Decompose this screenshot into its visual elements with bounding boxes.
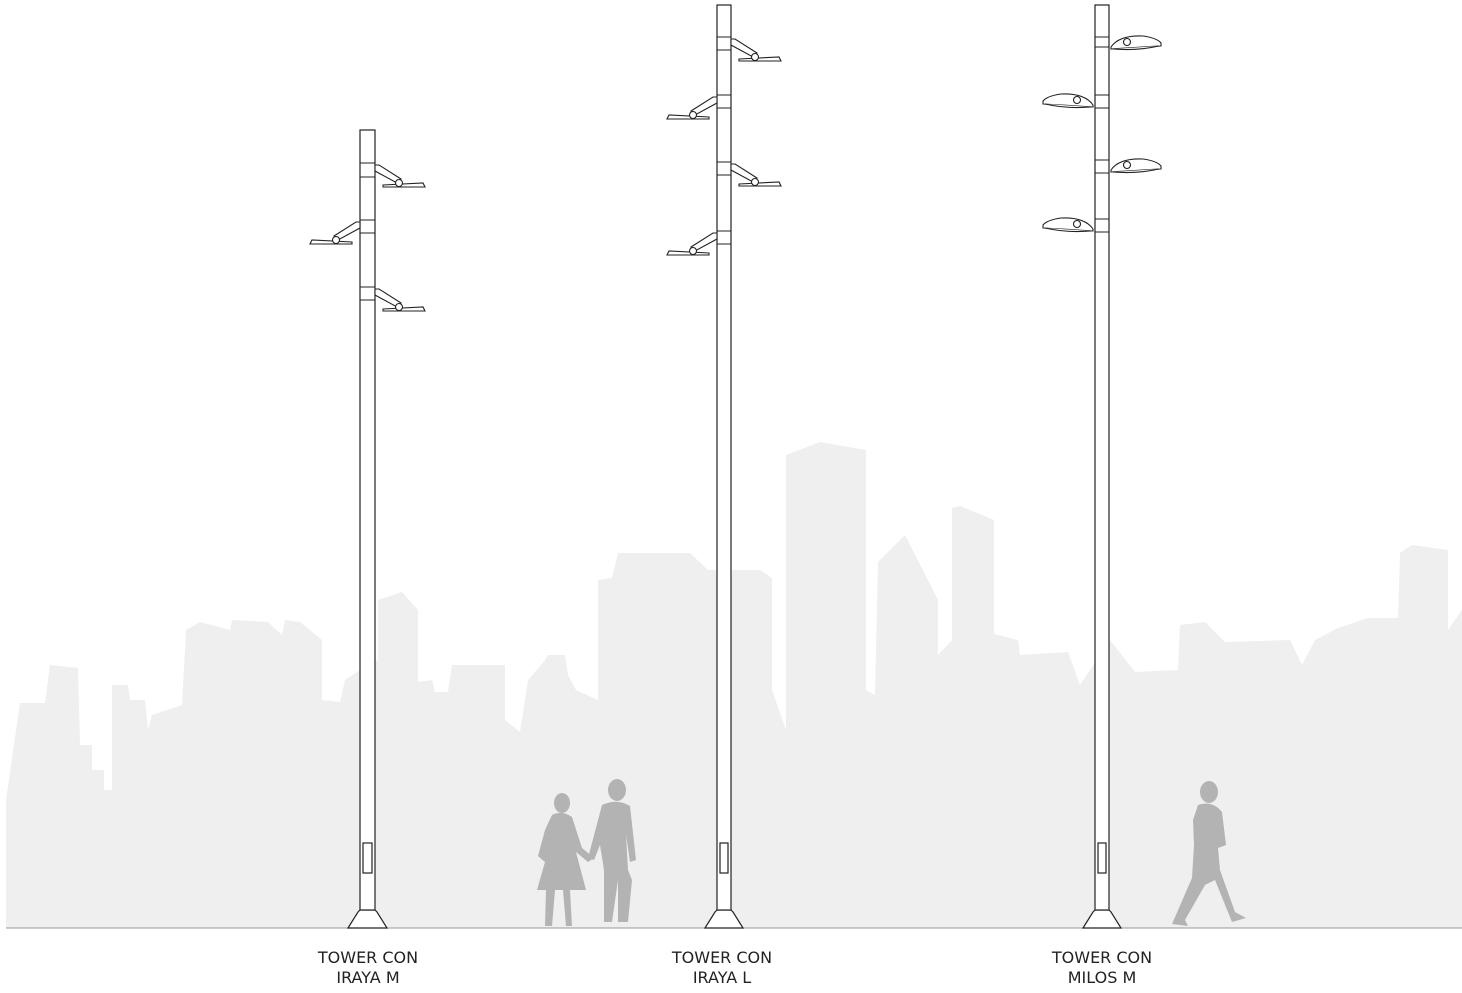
lamp-lens [1112,168,1160,174]
person-woman [537,812,594,926]
lamp-head [309,239,353,245]
luminaire [374,288,426,312]
pole-door [362,842,373,874]
lamp-lens [1044,103,1092,109]
luminaire [666,96,718,120]
luminaire [1110,158,1162,174]
lamp-pivot [394,302,404,312]
luminaire [730,163,782,187]
pole-group [1042,4,1162,929]
lamp-lens [1044,227,1092,233]
label: TOWER CON MILOS M [1002,948,1202,988]
people [537,779,1246,926]
lamp-pivot [688,246,698,256]
person-man [588,801,636,922]
lamp-head [738,56,782,62]
label: TOWER CON IRAYA M [268,948,468,988]
lamp-head [1042,93,1094,108]
lamp-pivot [394,178,404,188]
lamp-head [738,181,782,187]
person-head [608,779,626,801]
person-head [1200,781,1218,803]
lamp-lens [1112,45,1160,51]
luminaire [1042,93,1094,109]
pole [359,129,376,911]
luminaire [1042,217,1094,233]
lamp-pivot [1072,95,1082,105]
lamp-pivot [331,235,341,245]
pole [1094,4,1110,911]
label-line: TOWER CON [1051,948,1153,967]
label-line: IRAYA L [692,968,752,987]
lamp-head [1042,217,1094,232]
lamp-pivot [1122,37,1132,47]
label-line: MILOS M [1067,968,1137,987]
label-line: TOWER CON [671,948,773,967]
pole-door [719,842,729,874]
luminaire [309,221,361,245]
luminaire [374,164,426,188]
lamp-pivot [750,52,760,62]
lamp-head [1110,158,1162,173]
luminaire [1110,35,1162,51]
lamp-head [1110,35,1162,50]
pole-group [309,129,426,929]
person-walker [1172,803,1246,926]
person-head [554,793,570,813]
pole [716,4,732,911]
luminaire [730,38,782,62]
lamp-head [666,250,710,256]
lamp-head [382,182,426,188]
pole-group [666,4,782,929]
lamp-pivot [1122,160,1132,170]
lamp-pivot [688,110,698,120]
label-line: TOWER CON [317,948,419,967]
pole-door [1097,842,1107,874]
lamp-head [666,114,710,120]
label-line: IRAYA M [336,968,400,987]
lamp-head [382,306,426,312]
luminaire [666,232,718,256]
skyline [6,442,1462,928]
lamp-pivot [750,177,760,187]
lamp-pivot [1072,219,1082,229]
label: TOWER CON IRAYA L [622,948,822,988]
